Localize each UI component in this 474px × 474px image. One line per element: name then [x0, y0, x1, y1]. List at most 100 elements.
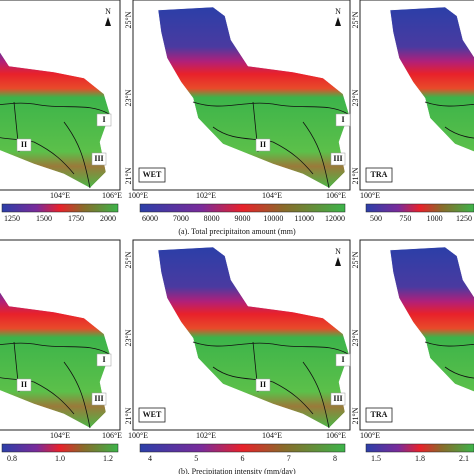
y-tick-label: 23°N	[351, 329, 360, 346]
x-tick-label: 104°E	[50, 191, 70, 200]
boundary	[0, 101, 110, 189]
region-label: III	[333, 154, 342, 163]
colorbar-tick-label: 750	[399, 214, 411, 223]
y-tick-label: 21°N	[124, 407, 133, 424]
caption: (a). Total precipitaiton amount (mm)	[178, 227, 296, 236]
x-tick-label: 104°E	[262, 191, 282, 200]
label-box	[138, 407, 166, 423]
boundary	[0, 341, 110, 429]
y-tick-label: 21°N	[351, 167, 360, 184]
region-box	[16, 138, 32, 152]
map	[389, 6, 474, 152]
north-label: N	[335, 7, 341, 16]
region-label: II	[21, 380, 27, 389]
label-box	[365, 167, 393, 183]
colorbar-tick-label: 6000	[142, 214, 158, 223]
colorbar	[365, 203, 474, 213]
caption: (b). Precipitation intensity (mm/day)	[178, 467, 296, 474]
colorbar-tick-label: 1500	[36, 214, 52, 223]
region-box	[335, 353, 351, 367]
x-tick-label: 100°E	[360, 431, 380, 440]
colorbar-tick-label: 1.5	[371, 454, 381, 463]
x-tick-label: 106°E	[102, 191, 122, 200]
region-box	[91, 152, 107, 166]
region-label: II	[260, 380, 266, 389]
colorbar-tick-label: 1250	[4, 214, 20, 223]
north-arrow	[335, 257, 341, 266]
colorbar-tick-label: 500	[370, 214, 382, 223]
map-area	[157, 246, 350, 429]
colorbar-tick-label: 1.0	[55, 454, 65, 463]
x-tick-label: 104°E	[50, 431, 70, 440]
colorbar	[139, 203, 346, 213]
region-box	[91, 392, 107, 406]
region-box	[255, 138, 271, 152]
colorbar-tick-label: 8000	[204, 214, 220, 223]
region-label: II	[260, 140, 266, 149]
north-label: N	[335, 247, 341, 256]
colorbar-tick-label: 8	[333, 454, 337, 463]
colorbar	[139, 443, 346, 453]
colorbar	[1, 203, 119, 213]
north-arrow	[105, 17, 111, 26]
panel-label: TRA	[371, 170, 388, 179]
y-tick-label: 25°N	[124, 251, 133, 268]
boundary	[192, 101, 349, 189]
panel-label: WET	[143, 170, 162, 179]
colorbar-tick-label: 0.8	[7, 454, 17, 463]
region-box	[330, 152, 346, 166]
map-area	[0, 291, 111, 429]
colorbar-tick-label: 2.1	[459, 454, 469, 463]
label-box	[138, 167, 166, 183]
x-tick-label: 100°E	[128, 431, 148, 440]
y-tick-label: 21°N	[351, 407, 360, 424]
region-box	[96, 113, 112, 127]
region-label: III	[94, 154, 103, 163]
boundary	[192, 341, 349, 429]
colorbar-tick-label: 7	[287, 454, 291, 463]
colorbar-tick-label: 12000	[325, 214, 345, 223]
north-label: N	[105, 7, 111, 16]
region-label: I	[341, 115, 344, 124]
y-tick-label: 23°N	[124, 329, 133, 346]
x-tick-label: 106°E	[102, 431, 122, 440]
y-tick-label: 23°N	[351, 89, 360, 106]
map-area	[389, 6, 474, 152]
colorbar	[1, 443, 119, 453]
x-tick-label: 102°E	[196, 191, 216, 200]
region-label: I	[102, 355, 105, 364]
colorbar-tick-label: 6	[241, 454, 245, 463]
region-label: I	[102, 115, 105, 124]
x-tick-label: 106°E	[326, 191, 346, 200]
x-tick-label: 102°E	[196, 431, 216, 440]
y-tick-label: 25°N	[351, 251, 360, 268]
y-tick-label: 21°N	[124, 167, 133, 184]
colorbar-tick-label: 1.2	[103, 454, 113, 463]
region-box	[255, 378, 271, 392]
region-box	[96, 353, 112, 367]
x-tick-label: 104°E	[262, 431, 282, 440]
colorbar-tick-label: 7000	[173, 214, 189, 223]
north-arrow	[335, 17, 341, 26]
region-box	[330, 392, 346, 406]
colorbar-tick-label: 4	[148, 454, 152, 463]
colorbar-tick-label: 1250	[456, 214, 472, 223]
label-box	[365, 407, 393, 423]
region-label: III	[94, 394, 103, 403]
map-area	[157, 6, 350, 189]
region-label: I	[341, 355, 344, 364]
colorbar-tick-label: 11000	[294, 214, 314, 223]
x-tick-label: 100°E	[360, 191, 380, 200]
y-tick-label: 23°N	[124, 89, 133, 106]
x-tick-label: 106°E	[326, 431, 346, 440]
